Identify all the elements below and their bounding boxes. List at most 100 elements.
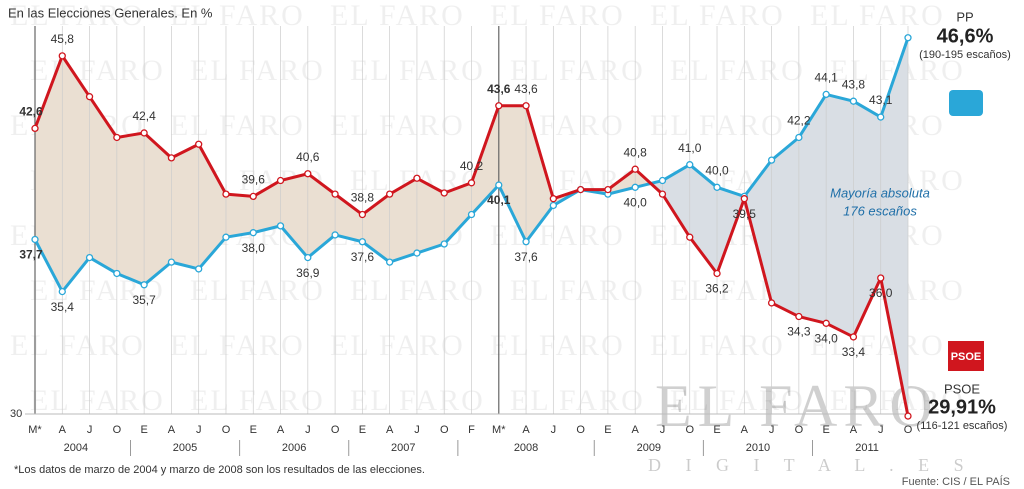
year-label: 2004 [64, 442, 88, 454]
x-tick-label: O [904, 424, 913, 436]
x-tick-label: J [769, 424, 775, 436]
value-label: 34,3 [787, 325, 811, 339]
value-label: 36,0 [869, 286, 893, 300]
data-point [31, 235, 39, 244]
data-point [85, 93, 94, 101]
value-label: 34,0 [814, 332, 838, 346]
value-label: 40,0 [705, 164, 729, 178]
year-label: 2007 [391, 442, 415, 454]
watermark: EL FARO [510, 384, 645, 417]
watermark: EL FARO [810, 329, 945, 362]
x-tick-label: A [277, 424, 285, 436]
value-label: 43,1 [869, 93, 893, 107]
data-point [604, 185, 612, 194]
value-label: 37,6 [351, 250, 375, 264]
data-point [58, 52, 66, 60]
data-point [795, 312, 803, 321]
gap-area [662, 164, 690, 238]
watermark: EL FARO [190, 274, 325, 307]
x-tick-label: E [604, 424, 611, 436]
data-point [304, 170, 312, 178]
legend-value: 46,6% [937, 25, 994, 47]
logo-label: PSOE [951, 351, 982, 363]
gap-area [880, 37, 908, 417]
data-point [249, 229, 257, 237]
value-label: 41,0 [678, 141, 702, 155]
data-point [304, 253, 312, 262]
footnote: *Los datos de marzo de 2004 y marzo de 2… [14, 464, 425, 476]
value-label: 37,7 [19, 248, 43, 262]
data-point [495, 102, 503, 110]
watermark: EL FARO [350, 274, 485, 307]
value-label: 40,6 [296, 150, 320, 164]
watermark: EL FARO [30, 384, 165, 417]
watermark: EL FARO [330, 329, 465, 362]
data-point [767, 299, 776, 307]
watermark: EL FARO [10, 329, 145, 362]
annotation: 176 escaños [843, 203, 917, 218]
data-point [249, 192, 257, 201]
data-point [549, 195, 557, 203]
gap-area [116, 132, 145, 285]
value-label: 37,6 [514, 250, 538, 264]
watermark: EL FARO [510, 54, 645, 87]
watermark: EL FARO [330, 0, 465, 32]
gap-area [771, 137, 799, 317]
watermark: EL FARO [650, 0, 785, 32]
value-label: 39,6 [242, 173, 266, 187]
value-label: 43,6 [514, 82, 538, 96]
year-label: 2009 [637, 442, 661, 454]
data-point [767, 156, 776, 164]
value-label: 33,4 [842, 345, 866, 359]
x-tick-label: E [713, 424, 720, 436]
watermark: EL FARO [655, 373, 939, 439]
data-point [549, 201, 557, 210]
watermark: EL FARO [490, 0, 625, 32]
data-point [413, 174, 421, 182]
watermark-sub: D I G I T A L . E S [648, 455, 974, 475]
data-point [222, 233, 230, 241]
data-point [113, 133, 121, 142]
data-point [440, 189, 448, 197]
data-point [58, 287, 66, 296]
data-point [222, 190, 230, 198]
pp-logo [949, 90, 983, 116]
legend-label: PP [956, 9, 973, 24]
watermark: EL FARO [670, 54, 805, 87]
data-point [276, 222, 285, 230]
gap-area [498, 105, 527, 242]
data-point [467, 210, 476, 219]
legend-note: (116-121 escaños) [917, 420, 1008, 432]
x-tick-label: E [822, 424, 829, 436]
data-point [849, 97, 858, 105]
gap-area [62, 55, 90, 292]
x-tick-label: M* [492, 424, 506, 436]
watermark: EL FARO [670, 384, 805, 417]
x-tick-label: A [386, 424, 394, 436]
data-point [495, 181, 503, 189]
watermark: EL FARO [30, 54, 165, 87]
y-tick-label: 30 [10, 408, 22, 420]
x-tick-label: F [468, 424, 475, 436]
x-tick-label: J [551, 424, 557, 436]
watermark: EL FARO [810, 0, 945, 32]
x-tick-label: O [685, 424, 694, 436]
data-point [658, 176, 667, 185]
value-label: 43,6 [487, 82, 511, 96]
gap-area [853, 101, 881, 337]
gap-area [89, 96, 117, 274]
value-label: 45,8 [51, 32, 75, 46]
grid-layer: 30 M* A J O E A J O E A J O E A J O F M* A J O E A J O E A J O E A J O 200… [10, 26, 913, 456]
watermark: EL FARO [10, 0, 145, 32]
data-point [467, 179, 476, 187]
value-label: 38,0 [242, 241, 266, 255]
data-point [440, 240, 448, 248]
data-point [195, 140, 203, 148]
legend-label: PSOE [944, 381, 980, 396]
watermark: EL FARO [350, 54, 485, 87]
data-point [904, 412, 912, 420]
x-tick-label: J [87, 424, 93, 436]
gap-area [389, 178, 417, 263]
value-label: 44,1 [814, 71, 838, 85]
gap-area [744, 160, 772, 303]
